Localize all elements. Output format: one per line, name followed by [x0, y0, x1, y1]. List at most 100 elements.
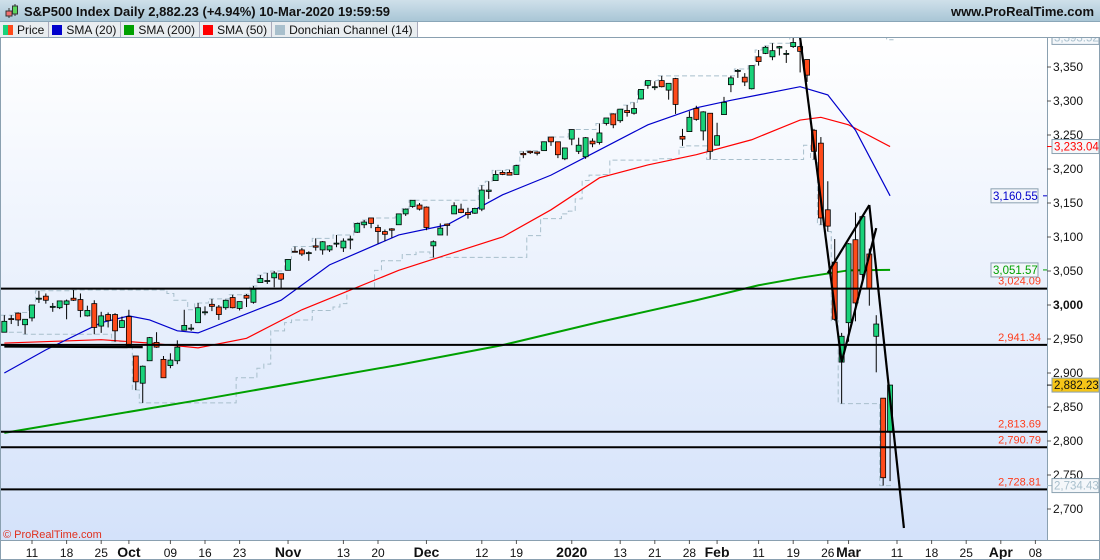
candle-body	[534, 151, 541, 154]
y-tick-label: 3,300	[1053, 94, 1083, 108]
tag-label: 2,734.43	[1054, 481, 1099, 493]
candle-body	[561, 147, 568, 160]
candle	[8, 315, 15, 325]
candle	[499, 170, 506, 176]
x-tick-label: 13	[337, 546, 351, 560]
candle-body	[36, 297, 42, 300]
candle	[880, 397, 887, 486]
candle-body	[285, 259, 291, 271]
candle-body	[651, 86, 658, 89]
candle-body	[582, 137, 589, 158]
sma50-line	[4, 116, 891, 349]
candle	[388, 228, 395, 238]
candle	[548, 136, 554, 146]
candle-body	[624, 110, 631, 113]
y-tick-label: 3,200	[1053, 162, 1083, 176]
x-tick-label: Nov	[275, 544, 302, 560]
candle	[292, 246, 298, 253]
candle-body	[520, 152, 527, 156]
candle-body	[575, 144, 582, 152]
candle	[555, 141, 561, 159]
candle-body	[340, 240, 347, 249]
candle-body	[852, 239, 859, 304]
candle	[139, 365, 146, 403]
candle-body	[112, 314, 118, 332]
legend-item[interactable]: Price	[0, 22, 50, 37]
candle-body	[188, 327, 195, 330]
candle	[402, 208, 409, 216]
candle	[202, 306, 208, 316]
candle-body	[409, 199, 416, 207]
candle-body	[755, 56, 762, 62]
candle	[264, 273, 271, 284]
candle-body	[527, 150, 534, 154]
tag-box	[990, 262, 1039, 278]
candle-body	[395, 213, 402, 226]
candle	[631, 102, 637, 115]
candle	[305, 251, 312, 261]
candle	[762, 45, 769, 55]
x-tick-label: 19	[510, 546, 524, 560]
candle-body	[644, 80, 651, 86]
candle	[534, 151, 541, 156]
candle	[229, 294, 236, 309]
x-tick-label: 16	[198, 546, 212, 560]
candle	[665, 82, 672, 100]
legend-item[interactable]: Donchian Channel (14)	[272, 22, 418, 37]
price-chart[interactable]: 3,024.09 2,941.34 2,813.69 2,790.79 2,728.81…	[0, 37, 1100, 560]
candle	[471, 207, 478, 214]
candle-body	[707, 112, 714, 152]
x-tick-label: 08	[1029, 546, 1043, 560]
trend-line	[840, 227, 878, 363]
axis-value-tag: 2,882.23	[1047, 377, 1100, 393]
chart-title: S&P500 Index Daily 2,882.23 (+4.94%) 10-…	[24, 4, 391, 19]
candle-body	[873, 323, 880, 337]
candle-body	[790, 42, 797, 47]
x-tick-label: Apr	[989, 544, 1014, 560]
candle-body	[423, 206, 430, 228]
candle	[728, 75, 734, 93]
site-link[interactable]: www.ProRealTime.com	[950, 4, 1094, 19]
candle	[527, 150, 534, 155]
candle-body	[98, 315, 105, 327]
candle-body	[845, 243, 852, 324]
level-label: 3,024.09	[998, 276, 1041, 288]
candle-body	[416, 204, 423, 210]
candle-body	[222, 299, 229, 309]
candle-body	[105, 314, 112, 322]
legend-label: Donchian Channel (14)	[289, 22, 413, 37]
x-tick-label: 12	[475, 546, 489, 560]
candle-body	[610, 113, 617, 126]
candle-body	[499, 171, 506, 175]
candle-body	[568, 129, 575, 140]
candle	[596, 123, 603, 145]
candle	[485, 181, 492, 199]
candle	[700, 111, 707, 141]
y-tick-label: 3,000	[1053, 298, 1083, 312]
candle	[541, 141, 547, 152]
candle-body	[617, 108, 624, 122]
candle-body	[686, 116, 693, 132]
candle	[451, 202, 458, 215]
legend-item[interactable]: SMA (20)	[49, 22, 122, 37]
candle	[36, 290, 42, 303]
legend-swatch	[52, 24, 63, 35]
candle	[278, 273, 285, 289]
level-label: 2,813.69	[998, 419, 1041, 431]
candle	[188, 324, 195, 331]
candle	[721, 96, 727, 116]
candle-body	[160, 358, 167, 379]
candle	[271, 271, 278, 288]
candle	[236, 301, 243, 311]
legend: Price SMA (20) SMA (200) SMA (50) Donchian C…	[0, 22, 418, 37]
candle-body	[250, 288, 257, 303]
candle-body	[56, 300, 63, 309]
candle-body	[437, 227, 444, 236]
legend-item[interactable]: SMA (50)	[200, 22, 273, 37]
legend-item[interactable]: SMA (200)	[121, 22, 201, 37]
candle	[520, 151, 527, 159]
candle	[22, 318, 28, 335]
axis-value-tag: 3,051.57	[990, 262, 1047, 278]
x-tick-label: 26	[821, 546, 835, 560]
candle-body	[485, 189, 492, 192]
